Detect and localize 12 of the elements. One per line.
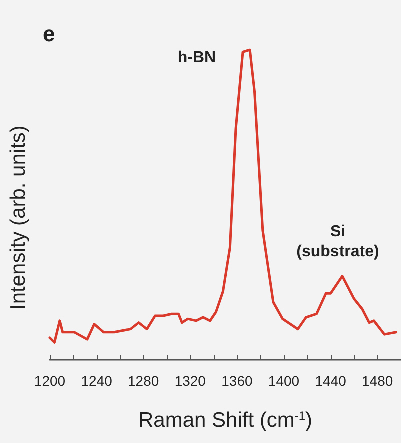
x-tick-label: 1240	[81, 373, 113, 389]
y-axis-title: Intensity (arb. units)	[7, 126, 30, 310]
x-tick-label: 1440	[315, 373, 347, 389]
x-tick-label: 1200	[34, 373, 66, 389]
annotation: h-BN	[178, 50, 216, 66]
x-tick-label: 1480	[362, 373, 394, 389]
x-tick-label: 1400	[268, 373, 300, 389]
annotation: Si (substrate)	[296, 224, 380, 260]
x-tick-label: 1280	[128, 373, 160, 389]
x-tick-label: 1320	[174, 373, 206, 389]
chart-title: e	[43, 22, 56, 46]
x-tick-label: 1360	[222, 373, 253, 389]
